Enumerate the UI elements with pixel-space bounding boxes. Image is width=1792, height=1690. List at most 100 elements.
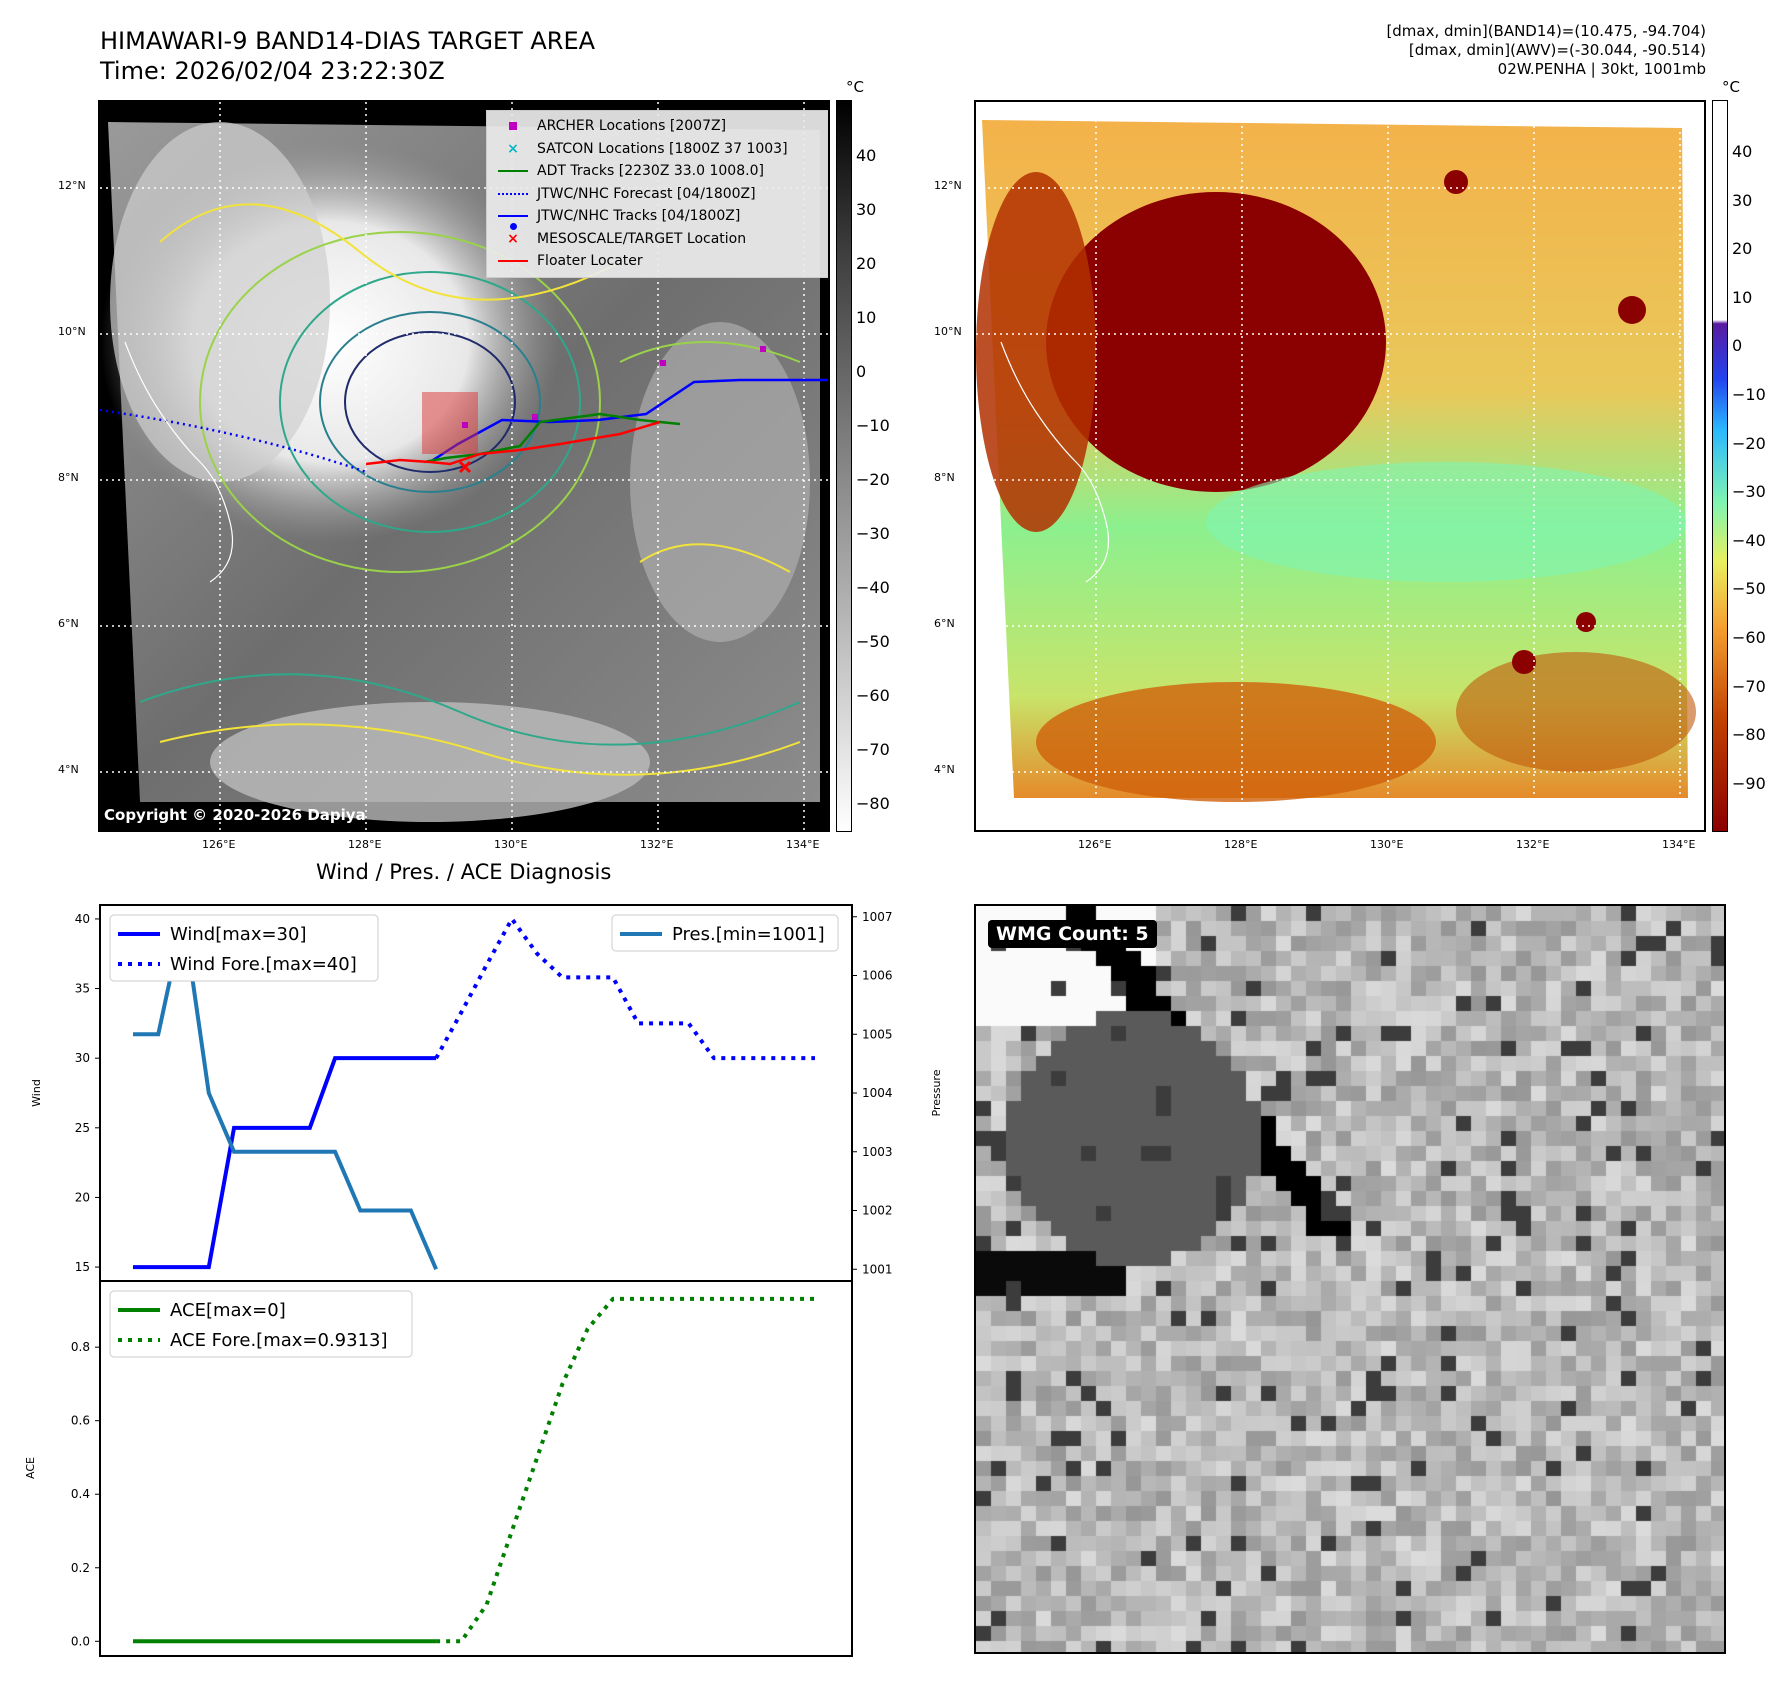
colorbar-tick-label: 40 bbox=[856, 146, 877, 165]
wmg-count-badge: WMG Count: 5 bbox=[988, 920, 1157, 948]
dmax-band14: [dmax, dmin](BAND14)=(10.475, -94.704) bbox=[1386, 22, 1706, 40]
y-tick-label: 20 bbox=[75, 1190, 90, 1204]
colorbar-tick-label: 10 bbox=[856, 308, 877, 327]
colorbar-tick-label: −40 bbox=[1732, 530, 1766, 550]
lon-label: 128°E bbox=[1224, 838, 1258, 851]
y-tick-label: 0.8 bbox=[71, 1340, 90, 1354]
legend-label: ACE[max=0] bbox=[170, 1300, 286, 1321]
title-line-1: HIMAWARI-9 BAND14-DIAS TARGET AREA bbox=[100, 27, 596, 55]
series-line bbox=[133, 1056, 437, 1270]
colorbar-tick-label: 30 bbox=[1732, 190, 1753, 210]
colorbar-tick-label: −70 bbox=[1732, 676, 1766, 696]
wmg-image bbox=[976, 906, 1724, 1652]
awv-map-image bbox=[976, 102, 1704, 830]
lat-label: 6°N bbox=[934, 617, 955, 630]
line-marker-icon bbox=[498, 260, 528, 263]
ace-panel-frame bbox=[99, 1280, 853, 1657]
colorbar-tick-label: −80 bbox=[1732, 725, 1766, 745]
y-tick-label: 15 bbox=[75, 1260, 90, 1274]
line-marker-icon bbox=[498, 170, 528, 173]
diagnosis-chart: 15 20 25 30 35 40 1001 1002 1003 1004 1005 1006 1007… bbox=[24, 904, 943, 1657]
lat-label: 8°N bbox=[58, 471, 79, 484]
legend-item-floater: Floater Locater bbox=[495, 250, 821, 273]
legend-item-archer: ARCHER Locations [2007Z] bbox=[495, 115, 821, 138]
colorbar-tick-label: 10 bbox=[1732, 287, 1753, 307]
colorbar-tick-label: −90 bbox=[1732, 773, 1766, 793]
storm-id: 02W.PENHA | 30kt, 1001mb bbox=[1497, 60, 1706, 78]
y-tick-label: 0.2 bbox=[71, 1561, 90, 1575]
legend-label: Wind[max=30] bbox=[170, 924, 307, 945]
colorbar-tick-label: −80 bbox=[856, 794, 890, 813]
lon-label: 126°E bbox=[1078, 838, 1112, 851]
legend-item-forecast: JTWC/NHC Forecast [04/1800Z] bbox=[495, 183, 821, 206]
ace-axis-label: ACE bbox=[24, 1457, 37, 1479]
lon-label: 134°E bbox=[786, 838, 820, 851]
colorbar-tick-label: 20 bbox=[856, 254, 877, 273]
lon-label: 128°E bbox=[348, 838, 382, 851]
colorbar-tick-label: 0 bbox=[1732, 336, 1743, 356]
lat-label: 8°N bbox=[934, 471, 955, 484]
title-line-2: Time: 2026/02/04 23:22:30Z bbox=[100, 57, 445, 85]
colorbar-tick-label: −60 bbox=[856, 686, 890, 705]
lat-label: 4°N bbox=[934, 763, 955, 776]
lat-label: 4°N bbox=[58, 763, 79, 776]
y-tick-label: 35 bbox=[75, 982, 90, 996]
legend-item-target: × MESOSCALE/TARGET Location bbox=[495, 228, 821, 251]
colorbar-tick-label: 30 bbox=[856, 200, 877, 219]
lon-label: 126°E bbox=[202, 838, 236, 851]
pressure-legend bbox=[611, 914, 839, 952]
lat-label: 10°N bbox=[58, 325, 86, 338]
lon-label: 134°E bbox=[1662, 838, 1696, 851]
dmax-awv: [dmax, dmin](AWV)=(-30.044, -90.514) bbox=[1408, 41, 1706, 59]
lat-label: 6°N bbox=[58, 617, 79, 630]
y-tick-label: 0.6 bbox=[71, 1414, 90, 1428]
ir-colorbar bbox=[836, 100, 852, 832]
colorbar-tick-label: −10 bbox=[856, 416, 890, 435]
diagnosis-title: Wind / Pres. / ACE Diagnosis bbox=[316, 860, 612, 884]
series-line bbox=[434, 915, 815, 1061]
colorbar-tick-label: −50 bbox=[856, 632, 890, 651]
colorbar-tick-label: −10 bbox=[1732, 385, 1766, 404]
lon-label: 132°E bbox=[1516, 838, 1550, 851]
series-line bbox=[436, 1296, 815, 1644]
storm-info: [dmax, dmin](BAND14)=(10.475, -94.704) [… bbox=[1386, 22, 1706, 79]
colorbar-tick-label: −50 bbox=[1732, 579, 1766, 599]
square-marker-icon bbox=[509, 122, 517, 131]
lat-label: 10°N bbox=[934, 325, 962, 338]
y-right-tick-label: 1005 bbox=[862, 1027, 893, 1041]
x-marker-icon: × bbox=[507, 140, 519, 157]
y-tick-label: 0.4 bbox=[71, 1487, 90, 1501]
legend-label: ACE Fore.[max=0.9313] bbox=[170, 1330, 388, 1351]
legend-item-tracks: JTWC/NHC Tracks [04/1800Z] bbox=[495, 205, 821, 231]
legend-label: Wind Fore.[max=40] bbox=[170, 954, 357, 975]
x-marker-icon: × bbox=[507, 230, 519, 247]
legend-label: Pres.[min=1001] bbox=[672, 924, 825, 945]
ir-map-panel[interactable]: Copyright © 2020-2026 Dapiya ARCHER Loca… bbox=[98, 100, 830, 832]
ace-legend bbox=[109, 1290, 413, 1358]
colorbar-tick-label: −40 bbox=[856, 578, 890, 597]
y-right-tick-label: 1003 bbox=[862, 1145, 893, 1159]
y-tick-label: 30 bbox=[75, 1051, 90, 1065]
colorbar-tick-label: 0 bbox=[856, 362, 867, 381]
wind-legend bbox=[109, 914, 379, 982]
y-tick-label: 40 bbox=[75, 912, 90, 926]
colorbar-tick-label: −30 bbox=[1732, 482, 1766, 502]
wind-axis-label: Wind bbox=[30, 1079, 43, 1107]
legend-item-adt: ADT Tracks [2230Z 33.0 1008.0] bbox=[495, 160, 821, 183]
copyright-label: Copyright © 2020-2026 Dapiya bbox=[104, 806, 366, 824]
awv-map-panel[interactable] bbox=[974, 100, 1706, 832]
colorbar-tick-label: 40 bbox=[1732, 142, 1753, 161]
y-tick-label: 25 bbox=[75, 1121, 90, 1135]
wmg-panel[interactable]: WMG Count: 5 bbox=[974, 904, 1726, 1654]
colorbar-tick-label: −20 bbox=[1732, 433, 1766, 453]
y-right-tick-label: 1004 bbox=[862, 1086, 893, 1100]
colorbar-tick-label: −30 bbox=[856, 524, 890, 543]
y-right-tick-label: 1001 bbox=[862, 1262, 893, 1276]
y-right-tick-label: 1007 bbox=[862, 910, 893, 924]
y-right-tick-label: 1002 bbox=[862, 1204, 893, 1218]
lat-label: 12°N bbox=[934, 179, 962, 192]
pressure-axis-label: Pressure bbox=[930, 1069, 943, 1116]
colorbar-tick-label: −70 bbox=[856, 740, 890, 759]
legend-item-satcon: × SATCON Locations [1800Z 37 1003] bbox=[495, 138, 821, 161]
ir-map-image bbox=[100, 102, 828, 830]
